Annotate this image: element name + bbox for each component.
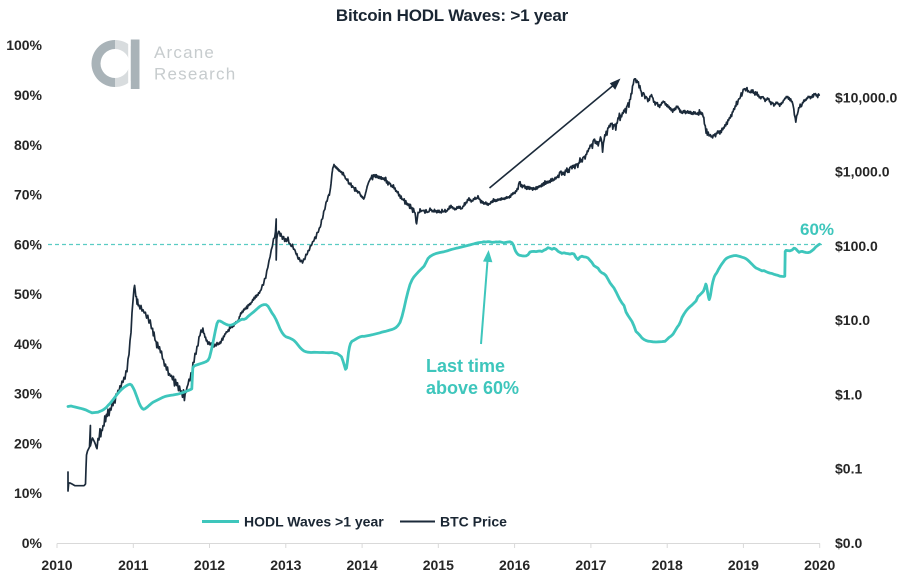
svg-text:Research: Research [154, 65, 236, 84]
svg-text:2010: 2010 [41, 557, 72, 573]
svg-text:2019: 2019 [728, 557, 759, 573]
svg-text:2014: 2014 [347, 557, 378, 573]
svg-text:above 60%: above 60% [426, 378, 519, 398]
svg-text:2016: 2016 [499, 557, 530, 573]
svg-text:60%: 60% [14, 236, 43, 252]
svg-text:Bitcoin HODL Waves: >1 year: Bitcoin HODL Waves: >1 year [336, 6, 569, 25]
svg-text:Last time: Last time [426, 356, 505, 376]
svg-text:$0.0: $0.0 [835, 535, 862, 551]
svg-text:Arcane: Arcane [154, 43, 215, 62]
svg-text:$1.0: $1.0 [835, 386, 862, 402]
svg-text:2011: 2011 [118, 557, 149, 573]
svg-text:2018: 2018 [652, 557, 683, 573]
svg-text:$10.0: $10.0 [835, 312, 870, 328]
svg-text:$0.1: $0.1 [835, 461, 862, 477]
svg-text:90%: 90% [14, 87, 43, 103]
svg-text:40%: 40% [14, 336, 43, 352]
svg-text:$1,000.0: $1,000.0 [835, 164, 890, 180]
svg-text:2012: 2012 [194, 557, 225, 573]
svg-text:$10,000.0: $10,000.0 [835, 89, 897, 105]
svg-text:50%: 50% [14, 286, 43, 302]
svg-text:2015: 2015 [423, 557, 454, 573]
svg-text:10%: 10% [14, 485, 43, 501]
svg-text:0%: 0% [22, 535, 43, 551]
svg-text:30%: 30% [14, 386, 43, 402]
svg-text:2013: 2013 [270, 557, 301, 573]
svg-text:80%: 80% [14, 137, 43, 153]
svg-text:100%: 100% [6, 37, 42, 53]
svg-text:HODL Waves >1 year: HODL Waves >1 year [244, 514, 384, 530]
svg-text:20%: 20% [14, 435, 43, 451]
svg-text:2017: 2017 [575, 557, 606, 573]
svg-text:60%: 60% [800, 220, 834, 239]
svg-text:BTC Price: BTC Price [440, 514, 507, 530]
svg-text:70%: 70% [14, 187, 43, 203]
svg-text:$100.0: $100.0 [835, 238, 878, 254]
svg-text:2020: 2020 [804, 557, 835, 573]
